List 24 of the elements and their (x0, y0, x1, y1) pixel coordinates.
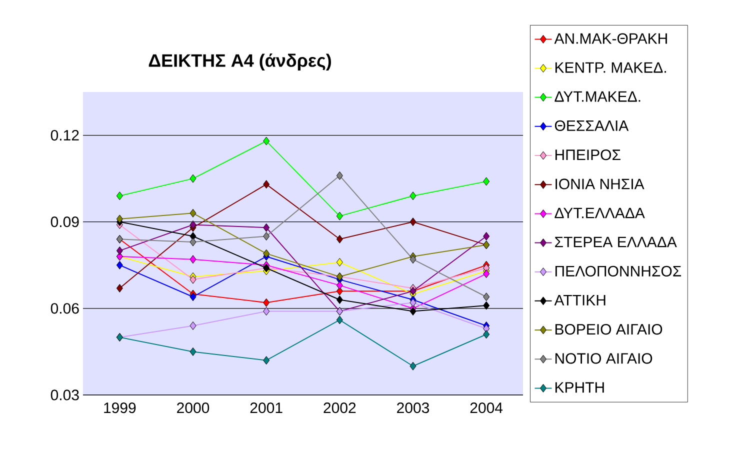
y-tick-label: 0.12 (50, 130, 79, 141)
legend-label: ΑΝ.ΜΑΚ-ΘΡΑΚΗ (554, 33, 667, 44)
legend-label: ΗΠΕΙΡΟΣ (555, 150, 620, 160)
legend-label: ΑΤΤΙΚΗ (554, 295, 606, 306)
legend-label: ΒΟΡΕΙΟ ΑΙΓΑΙΟ (555, 324, 662, 335)
legend-label: ΝΟΤΙΟ ΑΙΓΑΙΟ (555, 353, 652, 364)
chart-title: ΔΕΙΚΤΗΣ Α4 (άνδρες) (148, 54, 331, 70)
y-tick-label: 0.09 (50, 216, 79, 228)
x-tick-label: 1999 (104, 402, 136, 414)
x-tick-label: 2000 (177, 402, 210, 414)
legend-label: ΔΥΤ.ΕΛΛΑΔΑ (554, 208, 645, 218)
legend-label: ΘΕΣΣΑΛΙΑ (554, 120, 629, 131)
x-tick-label: 2003 (397, 402, 430, 414)
y-tick-label: 0.03 (50, 390, 79, 400)
legend-label: ΚΕΝΤΡ. ΜΑΚΕΔ. (555, 62, 666, 73)
y-tick-label: 0.06 (50, 303, 79, 314)
legend-label: ΣΤΕΡΕΑ ΕΛΛΑΔΑ (555, 236, 677, 248)
x-tick-label: 2002 (324, 402, 356, 414)
x-tick-label: 2004 (470, 402, 503, 414)
legend-label: ΙΟΝΙΑ ΝΗΣΙΑ (556, 178, 644, 190)
legend-label: ΚΡΗΤΗ (555, 382, 604, 393)
legend-label: ΠΕΛΟΠΟΝΝΗΣΟΣ (555, 266, 682, 276)
legend-label: ΔΥΤ.ΜΑΚΕΔ. (554, 91, 640, 102)
x-tick-label: 2001 (250, 402, 282, 414)
